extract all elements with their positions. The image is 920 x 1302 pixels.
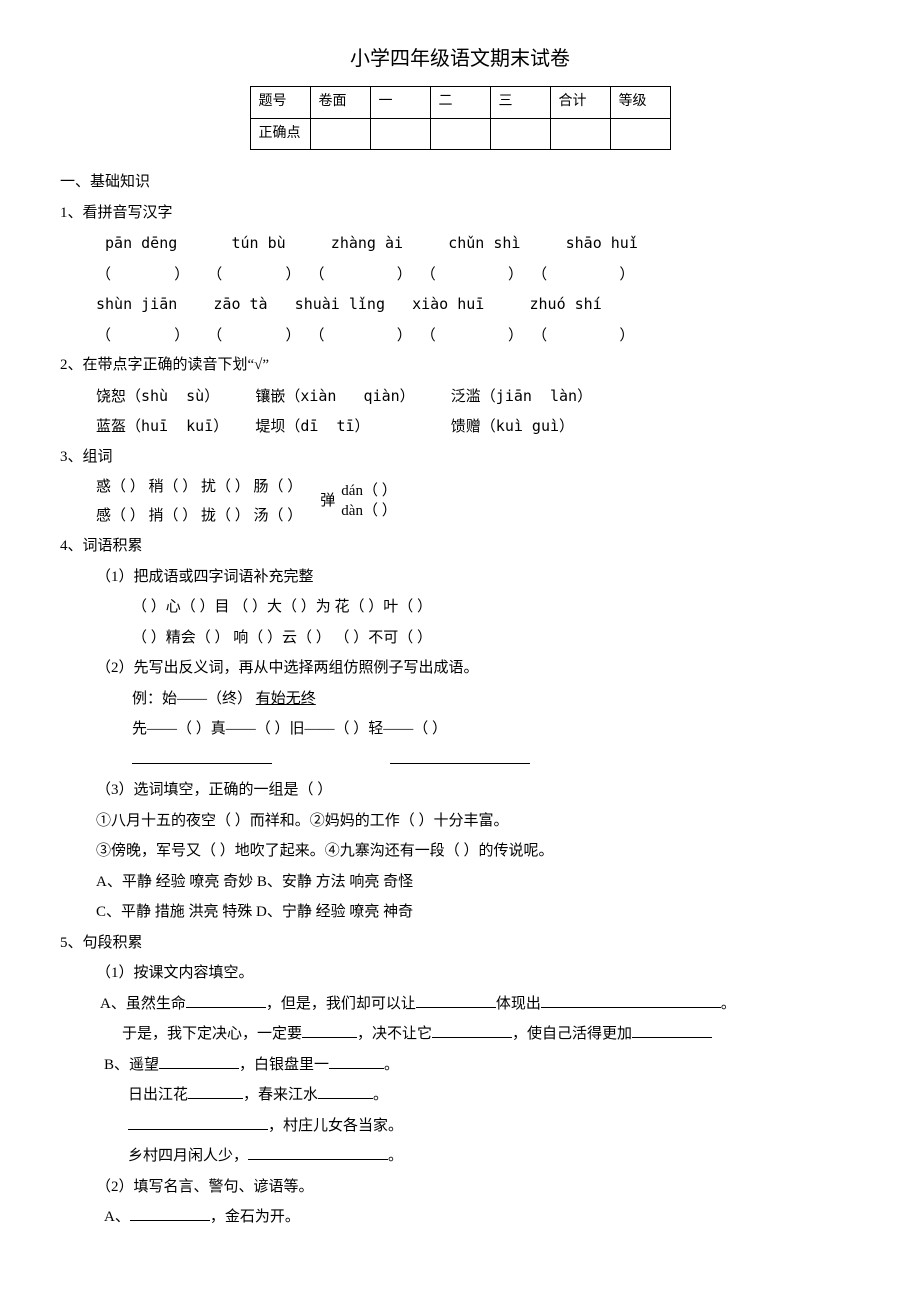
text: 于是，我下定决心，一定要 <box>122 1026 302 1042</box>
text: ，决不让它 <box>357 1026 432 1042</box>
q2-line-2: 蓝盔（huī kuī） 堤坝（dī tī） 馈赠（kuì guì） <box>96 412 860 441</box>
table-row: 正确点 <box>250 118 670 150</box>
q1-paren-1: （ ） （ ） （ ） （ ） （ ） <box>96 260 860 289</box>
text: 日出江花 <box>128 1087 188 1103</box>
q5p1-A2: 于是，我下定决心，一定要 ，决不让它 ，使自己活得更加 <box>122 1020 860 1049</box>
q1-pinyin-2: shùn jiān zāo tà shuài lǐng xiào huī zhu… <box>96 290 860 319</box>
blank-fill <box>541 993 721 1008</box>
text: 乡村四月闲人少， <box>128 1148 248 1164</box>
q5-label: 5、句段积累 <box>60 929 860 958</box>
q5p1-B3: ，村庄儿女各当家。 <box>128 1112 860 1141</box>
q5p1-label: （1）按课文内容填空。 <box>96 959 860 988</box>
text: A、虽然生命 <box>100 996 186 1012</box>
q5p1-A1: A、虽然生命 ，但是，我们却可以让 体现出 。 <box>100 990 860 1019</box>
section-1-heading: 一、基础知识 <box>60 168 860 197</box>
blank-fill <box>132 749 272 764</box>
th-total: 合计 <box>550 87 610 119</box>
q5p1-B2: 日出江花 ，春来江水 。 <box>128 1081 860 1110</box>
q3-row1: 惑（ ） 稍（ ） 扰（ ） 肠（ ） <box>96 473 302 502</box>
text: A、 <box>104 1209 130 1225</box>
text: 体现出 <box>496 996 541 1012</box>
row2-label: 正确点 <box>250 118 310 150</box>
blank-fill <box>302 1023 357 1038</box>
q4-label: 4、词语积累 <box>60 532 860 561</box>
blank-fill <box>390 749 530 764</box>
blank-fill <box>159 1054 239 1069</box>
cell-empty <box>550 118 610 150</box>
text: ，使自己活得更加 <box>512 1026 632 1042</box>
th-3: 三 <box>490 87 550 119</box>
q4p3-optA: A、平静 经验 嘹亮 奇妙 B、安静 方法 响亮 奇怪 <box>96 868 860 897</box>
q3-dan-char: 弹 <box>320 487 335 516</box>
q5p1-B4: 乡村四月闲人少， 。 <box>128 1142 860 1171</box>
text: ，金石为开。 <box>210 1209 300 1225</box>
score-table: 题号 卷面 一 二 三 合计 等级 正确点 <box>250 86 671 150</box>
cell-empty <box>610 118 670 150</box>
blank-fill <box>318 1084 373 1099</box>
q2-line-1: 饶恕（shù sù） 镶嵌（xiàn qiàn） 泛滥（jiān làn） <box>96 382 860 411</box>
q4p3-label: （3）选词填空，正确的一组是（ ） <box>96 776 860 805</box>
q3-rows: 惑（ ） 稍（ ） 扰（ ） 肠（ ） 感（ ） 捎（ ） 拢（ ） 汤（ ） … <box>96 473 860 530</box>
q4p2-label: （2）先写出反义词，再从中选择两组仿照例子写出成语。 <box>96 654 860 683</box>
q5p2-A: A、 ，金石为开。 <box>104 1203 860 1232</box>
q4p2-example-idiom: 有始无终 <box>256 691 316 707</box>
text: ，春来江水 <box>243 1087 318 1103</box>
text: 。 <box>721 996 736 1012</box>
cell-empty <box>370 118 430 150</box>
q4p3-l1: ①八月十五的夜空（ ）而祥和。②妈妈的工作（ ）十分丰富。 <box>96 807 860 836</box>
q4p1-line1: （ ）心（ ）目 （ ）大（ ）为 花（ ）叶（ ） <box>132 593 860 622</box>
th-face: 卷面 <box>310 87 370 119</box>
th-grade: 等级 <box>610 87 670 119</box>
blank-fill <box>632 1023 712 1038</box>
q1-pinyin-1: pān dēng tún bù zhàng ài chǔn shì shāo h… <box>96 229 860 258</box>
text: ，村庄儿女各当家。 <box>268 1118 403 1134</box>
table-row: 题号 卷面 一 二 三 合计 等级 <box>250 87 670 119</box>
q4p1-label: （1）把成语或四字词语补充完整 <box>96 563 860 592</box>
th-num: 题号 <box>250 87 310 119</box>
th-2: 二 <box>430 87 490 119</box>
q3-dan-top: dán（ ） <box>341 482 396 502</box>
th-1: 一 <box>370 87 430 119</box>
q4p2-example-prefix: 例：始——（终） <box>132 691 256 707</box>
q4p2-line1: 先——（ ）真——（ ）旧——（ ）轻——（ ） <box>132 715 860 744</box>
text: ，但是，我们却可以让 <box>266 996 416 1012</box>
q3-dan-bot: dàn（ ） <box>341 502 396 522</box>
blank-fill <box>432 1023 512 1038</box>
q5p2-label: （2）填写名言、警句、谚语等。 <box>96 1173 860 1202</box>
text: 。 <box>373 1087 388 1103</box>
q4p3-optC: C、平静 措施 洪亮 特殊 D、宁静 经验 嘹亮 神奇 <box>96 898 860 927</box>
q4p1-line2: （ ）精会（ ） 响（ ）云（ ） （ ）不可（ ） <box>132 624 860 653</box>
text: ，白银盘里一 <box>239 1057 329 1073</box>
q3-label: 3、组词 <box>60 443 860 472</box>
blank-fill <box>130 1206 210 1221</box>
page-title: 小学四年级语文期末试卷 <box>60 40 860 78</box>
q2-label: 2、在带点字正确的读音下划“√” <box>60 351 860 380</box>
q1-label: 1、看拼音写汉字 <box>60 199 860 228</box>
cell-empty <box>490 118 550 150</box>
cell-empty <box>310 118 370 150</box>
q1-paren-2: （ ） （ ） （ ） （ ） （ ） <box>96 321 860 350</box>
cell-empty <box>430 118 490 150</box>
q4p2-blanks <box>132 746 860 775</box>
text: B、遥望 <box>104 1057 159 1073</box>
text: 。 <box>384 1057 399 1073</box>
blank-fill <box>248 1145 388 1160</box>
blank-fill <box>128 1115 268 1130</box>
q3-row2: 感（ ） 捎（ ） 拢（ ） 汤（ ） <box>96 502 302 531</box>
q4p3-l2: ③傍晚，军号又（ ）地吹了起来。④九寨沟还有一段（ ）的传说呢。 <box>96 837 860 866</box>
blank-fill <box>416 993 496 1008</box>
q4p2-example: 例：始——（终） 有始无终 <box>132 685 860 714</box>
blank-fill <box>186 993 266 1008</box>
blank-fill <box>188 1084 243 1099</box>
q5p1-B1: B、遥望 ，白银盘里一 。 <box>104 1051 860 1080</box>
text: 。 <box>388 1148 403 1164</box>
blank-fill <box>329 1054 384 1069</box>
